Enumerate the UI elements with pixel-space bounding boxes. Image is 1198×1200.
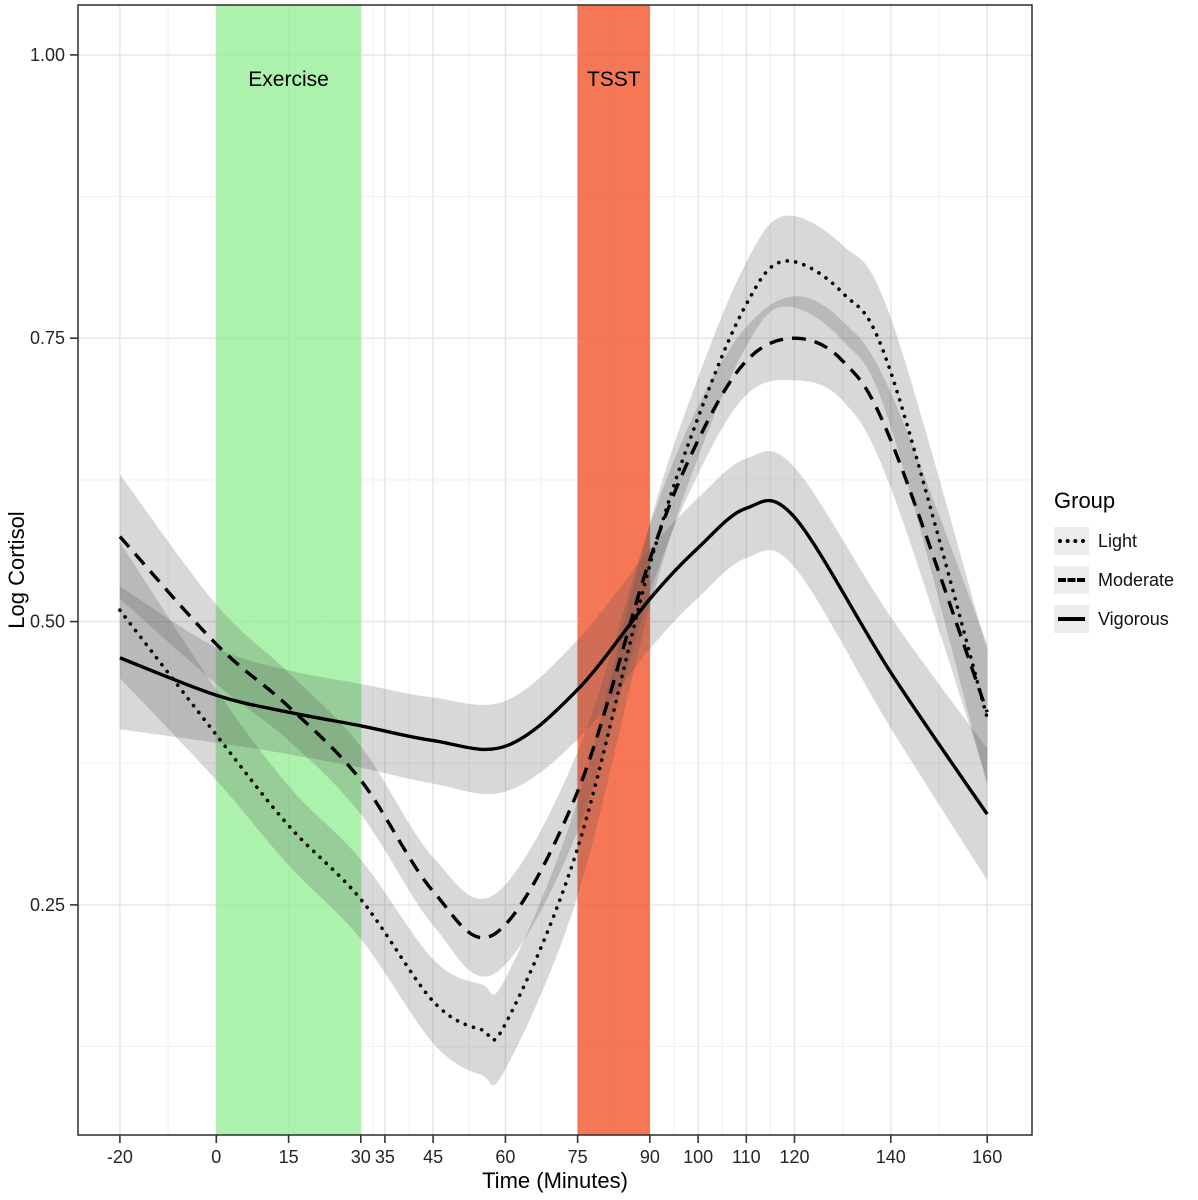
svg-text:100: 100 <box>683 1147 713 1167</box>
x-axis-title: Time (Minutes) <box>482 1168 628 1193</box>
legend-item-light: Light <box>1054 526 1174 556</box>
legend-item-vigorous: Vigorous <box>1054 604 1174 634</box>
svg-text:75: 75 <box>568 1147 588 1167</box>
annotation-exercise: Exercise <box>248 67 329 91</box>
legend: Group Light Moderate Vigorous <box>1054 488 1174 643</box>
solid-line-sample <box>1058 617 1085 621</box>
svg-text:45: 45 <box>423 1147 443 1167</box>
svg-text:-20: -20 <box>107 1147 133 1167</box>
svg-text:140: 140 <box>876 1147 906 1167</box>
legend-key <box>1054 527 1089 555</box>
svg-text:0.25: 0.25 <box>30 895 65 915</box>
svg-text:15: 15 <box>279 1147 299 1167</box>
svg-text:30: 30 <box>351 1147 371 1167</box>
dotted-line-sample <box>1058 539 1085 543</box>
dashed-line-sample <box>1058 578 1085 582</box>
svg-text:1.00: 1.00 <box>30 45 65 65</box>
svg-text:120: 120 <box>779 1147 809 1167</box>
svg-text:60: 60 <box>495 1147 515 1167</box>
svg-text:160: 160 <box>972 1147 1002 1167</box>
svg-text:35: 35 <box>375 1147 395 1167</box>
svg-text:0.75: 0.75 <box>30 328 65 348</box>
legend-key <box>1054 605 1089 633</box>
legend-title: Group <box>1054 488 1116 513</box>
legend-key <box>1054 566 1089 594</box>
legend-label: Vigorous <box>1098 608 1169 629</box>
legend-item-moderate: Moderate <box>1054 565 1174 595</box>
y-axis-title: Log Cortisol <box>4 511 29 629</box>
svg-text:0.50: 0.50 <box>30 612 65 632</box>
annotation-tsst: TSST <box>586 67 641 91</box>
svg-text:110: 110 <box>732 1147 761 1167</box>
svg-text:0: 0 <box>211 1147 221 1167</box>
legend-label: Light <box>1098 530 1138 551</box>
svg-text:90: 90 <box>640 1147 660 1167</box>
legend-label: Moderate <box>1098 569 1175 590</box>
